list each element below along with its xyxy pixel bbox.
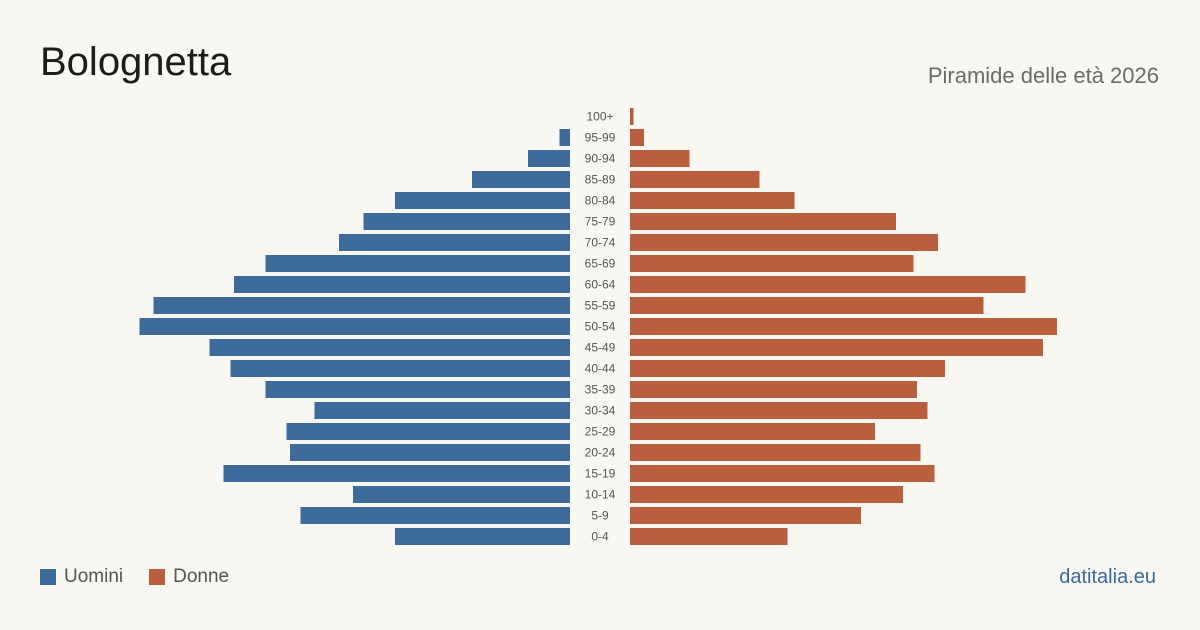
bar-women-85-89 xyxy=(630,171,760,188)
chart-title: Bolognetta xyxy=(40,40,232,84)
age-label-90-94: 90-94 xyxy=(585,152,616,166)
bar-men-0-4 xyxy=(395,528,570,545)
bar-men-75-79 xyxy=(363,213,570,230)
bar-women-0-4 xyxy=(630,528,788,545)
bar-men-90-94 xyxy=(528,150,570,167)
bar-men-80-84 xyxy=(395,192,570,209)
bar-men-60-64 xyxy=(234,276,570,293)
bar-women-5-9 xyxy=(630,507,861,524)
bar-men-70-74 xyxy=(339,234,570,251)
bar-men-35-39 xyxy=(265,381,570,398)
age-label-5-9: 5-9 xyxy=(591,509,609,523)
bar-men-20-24 xyxy=(290,444,570,461)
bar-women-90-94 xyxy=(630,150,690,167)
age-label-15-19: 15-19 xyxy=(585,467,616,481)
legend-label-women: Donne xyxy=(173,566,230,587)
legend-item-women: Donne xyxy=(149,566,229,588)
age-label-80-84: 80-84 xyxy=(585,194,616,208)
bar-women-35-39 xyxy=(630,381,917,398)
legend-item-men: Uomini xyxy=(40,566,123,588)
bar-women-20-24 xyxy=(630,444,921,461)
age-label-75-79: 75-79 xyxy=(585,215,616,229)
bar-men-65-69 xyxy=(265,255,570,272)
age-label-100plus: 100+ xyxy=(586,110,613,124)
bar-women-50-54 xyxy=(630,318,1057,335)
bar-men-45-49 xyxy=(209,339,570,356)
age-label-55-59: 55-59 xyxy=(585,299,616,313)
bar-men-40-44 xyxy=(230,360,570,377)
bar-men-5-9 xyxy=(300,507,570,524)
age-label-65-69: 65-69 xyxy=(585,257,616,271)
bar-women-10-14 xyxy=(630,486,903,503)
chart-subtitle: Piramide delle età 2026 xyxy=(927,63,1159,88)
legend-label-men: Uomini xyxy=(64,566,124,587)
age-label-40-44: 40-44 xyxy=(585,362,616,376)
bar-women-95-99 xyxy=(630,129,644,146)
age-label-30-34: 30-34 xyxy=(585,404,616,418)
age-label-70-74: 70-74 xyxy=(585,236,616,250)
bar-women-40-44 xyxy=(630,360,945,377)
age-label-85-89: 85-89 xyxy=(585,173,616,187)
bar-men-50-54 xyxy=(139,318,570,335)
bar-women-80-84 xyxy=(630,192,795,209)
bar-men-30-34 xyxy=(314,402,570,419)
bar-women-65-69 xyxy=(630,255,914,272)
legend-swatch-men xyxy=(40,569,56,585)
bar-women-100plus xyxy=(630,108,634,125)
legend: Uomini Donne xyxy=(40,566,255,588)
age-label-50-54: 50-54 xyxy=(585,320,616,334)
bar-women-15-19 xyxy=(630,465,935,482)
bar-women-60-64 xyxy=(630,276,1026,293)
bar-women-25-29 xyxy=(630,423,875,440)
bar-men-55-59 xyxy=(153,297,570,314)
bar-men-95-99 xyxy=(559,129,570,146)
bar-women-30-34 xyxy=(630,402,928,419)
bar-men-15-19 xyxy=(223,465,570,482)
bar-women-70-74 xyxy=(630,234,938,251)
age-label-60-64: 60-64 xyxy=(585,278,616,292)
bar-women-55-59 xyxy=(630,297,984,314)
bar-men-10-14 xyxy=(353,486,570,503)
population-pyramid-chart: 100+ 95-99 90-94 85-89 80-84 75-79 70-74 65-69 6… xyxy=(139,108,1057,545)
bar-men-85-89 xyxy=(472,171,570,188)
bar-women-75-79 xyxy=(630,213,896,230)
age-label-45-49: 45-49 xyxy=(585,341,616,355)
legend-swatch-women xyxy=(149,569,166,585)
age-label-95-99: 95-99 xyxy=(585,131,616,145)
age-label-25-29: 25-29 xyxy=(585,425,616,439)
age-label-0-4: 0-4 xyxy=(591,530,609,544)
bar-women-45-49 xyxy=(630,339,1043,356)
bar-men-25-29 xyxy=(286,423,570,440)
age-label-20-24: 20-24 xyxy=(585,446,616,460)
age-label-10-14: 10-14 xyxy=(585,488,616,502)
age-label-35-39: 35-39 xyxy=(585,383,616,397)
source-link[interactable]: datitalia.eu xyxy=(1059,566,1156,588)
